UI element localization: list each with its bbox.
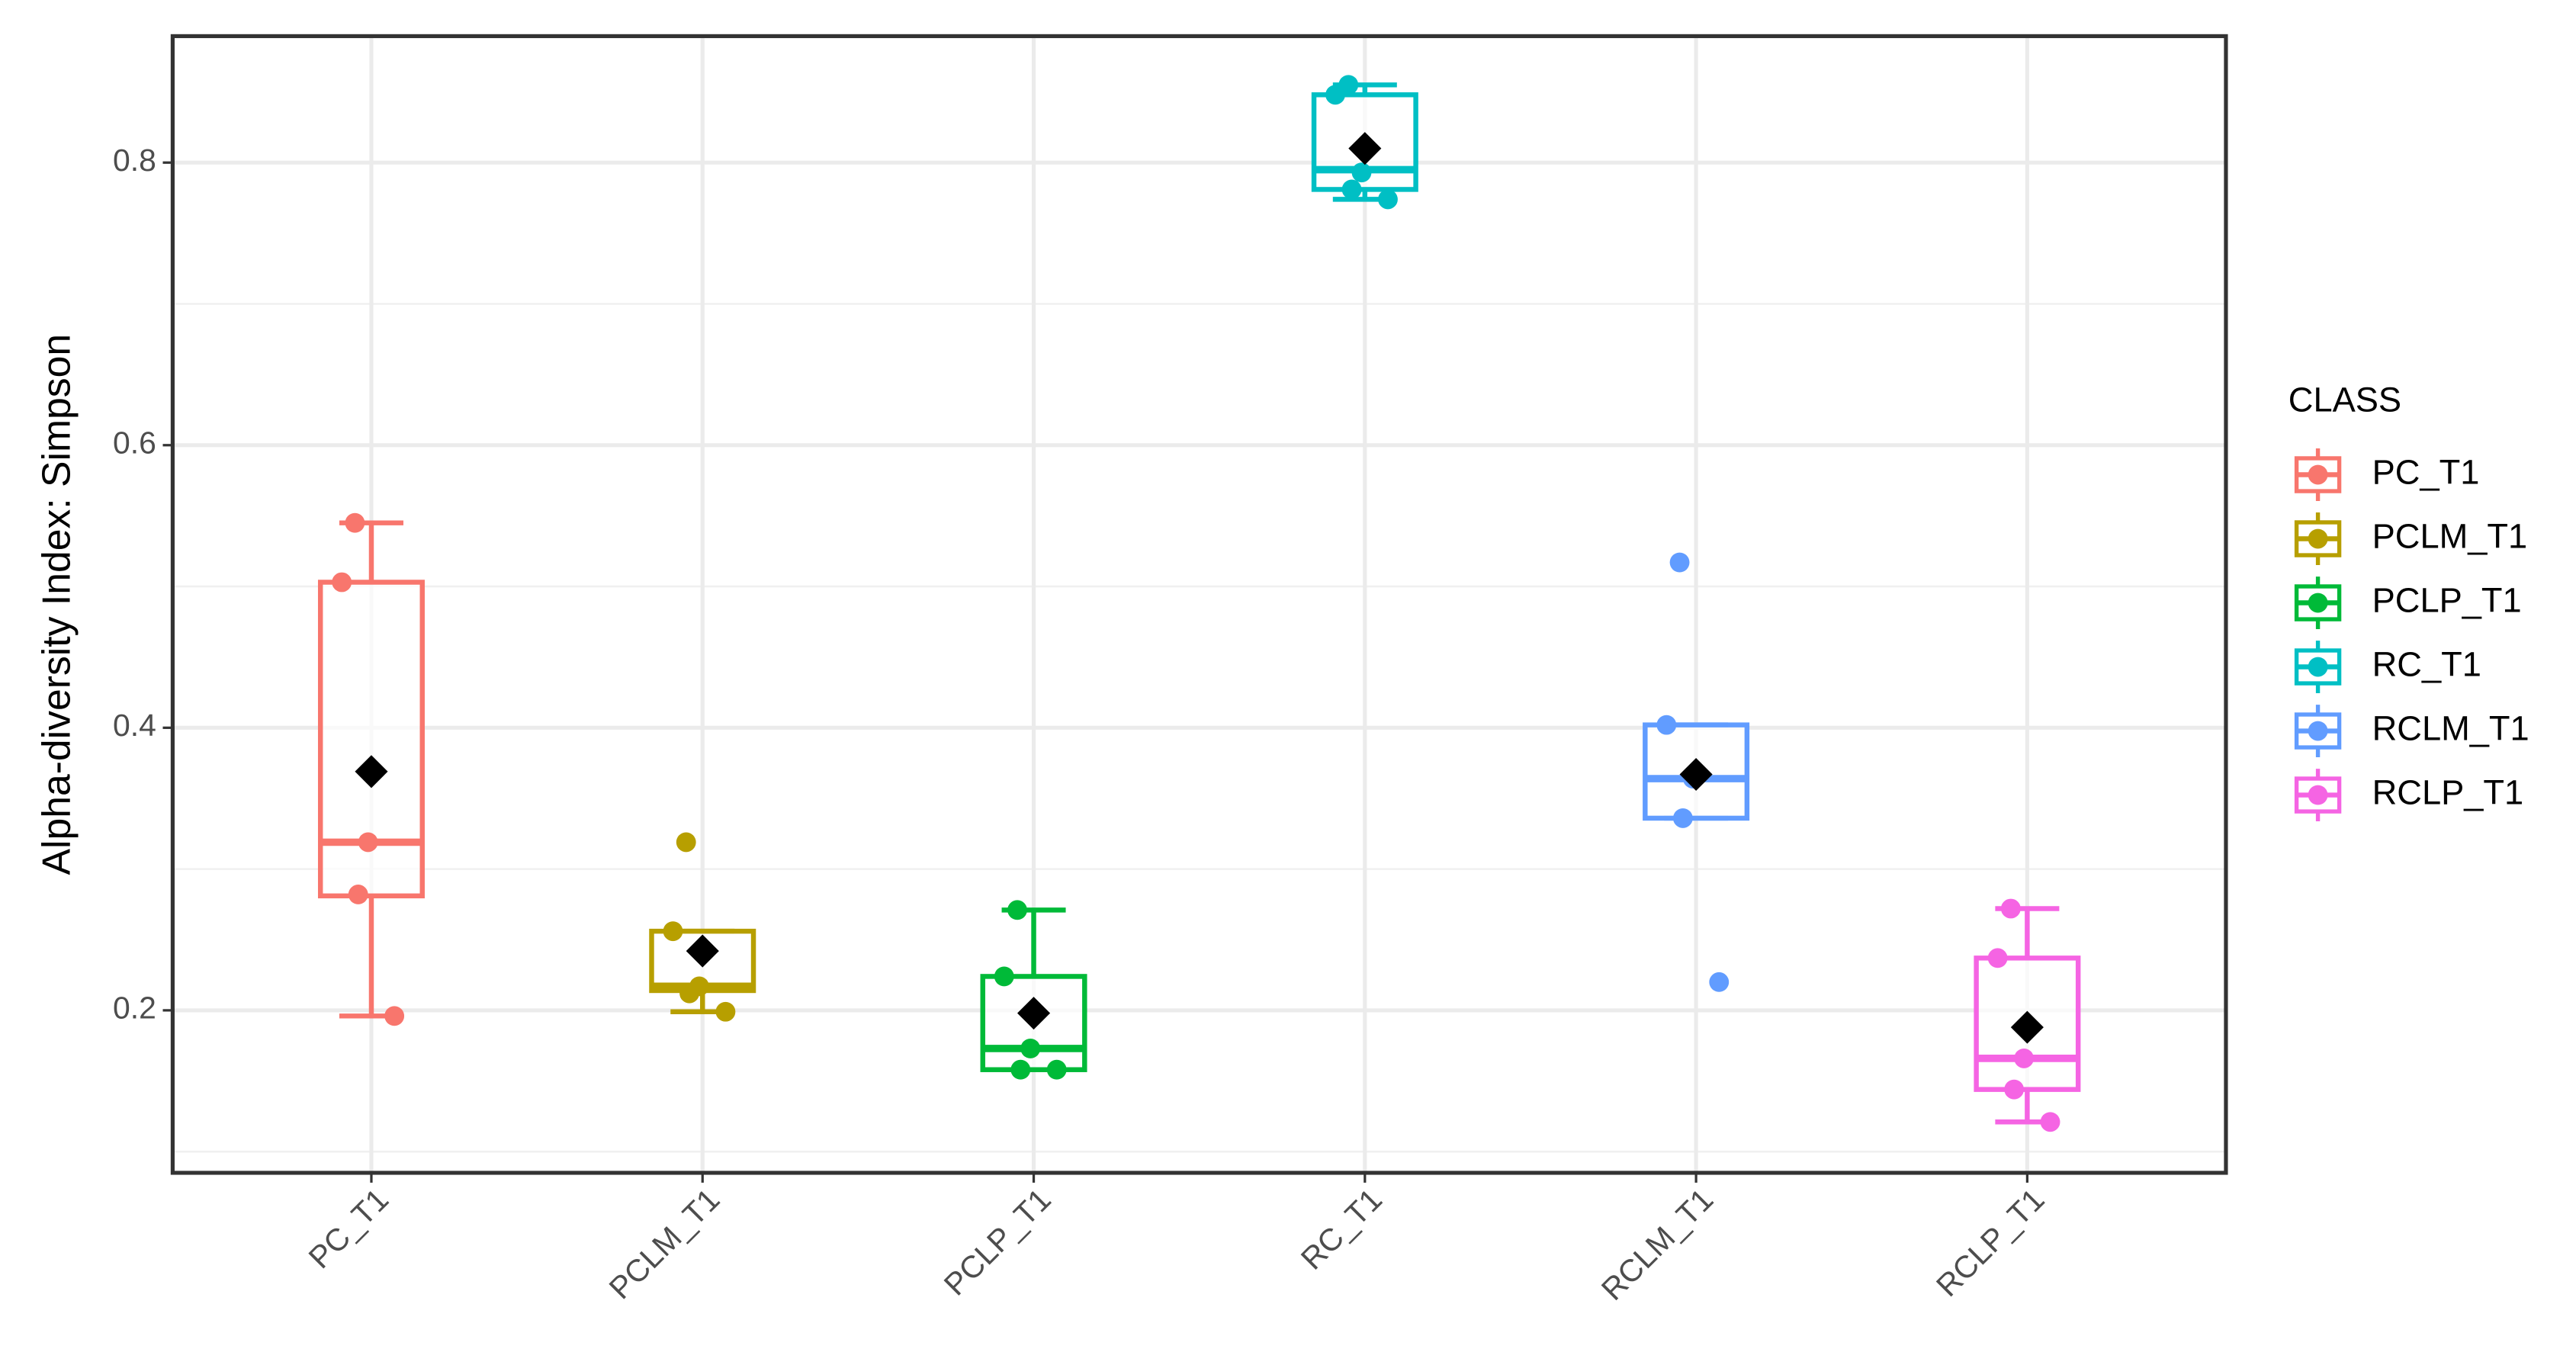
point [1378,189,1398,210]
point [1709,972,1730,992]
legend-key-point [2308,785,2328,805]
legend-title: CLASS [2289,381,2401,419]
y-tick-label: 0.4 [113,708,156,743]
y-tick-label: 0.2 [113,991,156,1026]
point [663,921,683,942]
point [2014,1048,2034,1068]
point [358,832,378,853]
point [1325,85,1345,105]
legend-label: RCLM_T1 [2372,708,2529,747]
legend-label: PCLP_T1 [2372,580,2522,619]
y-tick-label: 0.6 [113,426,156,461]
legend-key-point [2308,721,2328,741]
y-tick-label: 0.8 [113,143,156,178]
point [1341,179,1362,200]
legend-label: RCLP_T1 [2372,773,2524,812]
mean-marker [1017,997,1051,1030]
legend-key-point [2308,657,2328,677]
mean-marker [1348,132,1382,165]
point [679,983,699,1004]
point [2040,1112,2060,1132]
point [348,885,368,904]
point [1351,162,1372,183]
point [384,1006,405,1026]
point [1987,948,2008,968]
panel-border [170,34,2228,1175]
point [1020,1039,1041,1058]
point [676,832,696,853]
point [1010,1059,1031,1080]
point [994,966,1014,987]
point [1007,900,1027,920]
point [1046,1059,1067,1080]
point [332,572,352,593]
y-axis-label: Alpha-diversity Index: Simpson [34,334,78,875]
legend-label: PCLM_T1 [2372,516,2528,555]
legend-key-point [2308,593,2328,613]
point [1669,552,1690,573]
legend-label: RC_T1 [2372,644,2481,683]
legend-label: PC_T1 [2372,452,2480,491]
point [345,512,365,533]
legend-key-point [2308,464,2328,485]
legend-key-point [2308,528,2328,549]
point [1672,808,1693,828]
point [1656,715,1677,735]
point [2004,1079,2025,1100]
box [1643,722,1750,821]
point [2000,898,2021,919]
point [715,1001,736,1022]
